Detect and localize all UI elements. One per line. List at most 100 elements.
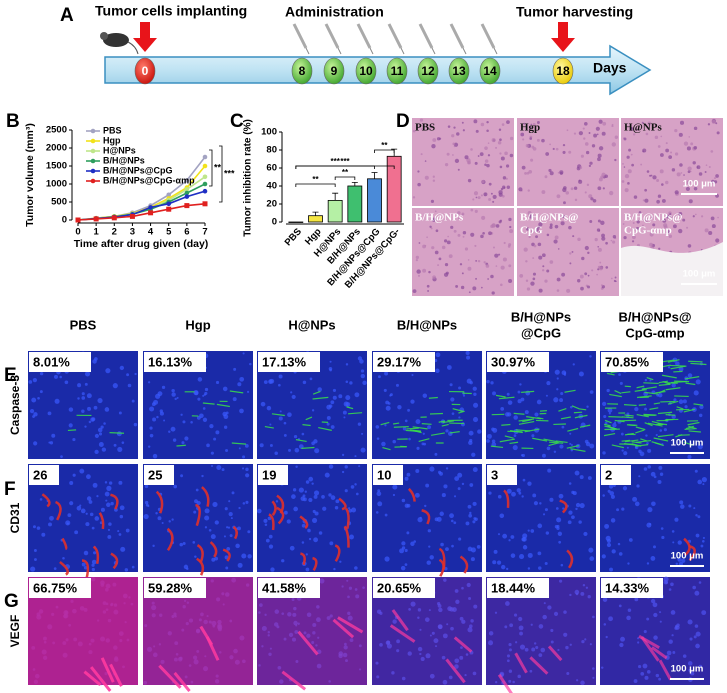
nucleus [622, 486, 628, 491]
caspase-signal [216, 403, 230, 408]
nucleus [437, 602, 441, 606]
histology-texture [584, 245, 589, 251]
histology-texture [581, 256, 585, 261]
histology-texture [560, 221, 565, 226]
caspase-signal [683, 408, 696, 413]
nucleus [692, 585, 696, 590]
nucleus [513, 415, 518, 420]
nucleus [199, 413, 204, 419]
histology-texture [711, 179, 715, 184]
histology-texture [601, 285, 605, 289]
nucleus [527, 567, 531, 570]
nucleus [554, 369, 560, 375]
histology-texture [587, 274, 590, 277]
nucleus [587, 476, 592, 480]
histology-texture [534, 227, 539, 232]
nucleus [461, 619, 466, 624]
histology-texture [595, 126, 600, 131]
vessel-signal [41, 493, 51, 508]
caspase-signal [302, 424, 311, 427]
nucleus [620, 636, 625, 642]
nucleus [550, 628, 554, 632]
nucleus [627, 608, 632, 612]
nucleus [653, 545, 656, 549]
nucleus [601, 666, 604, 669]
histology-texture [579, 274, 584, 279]
timeline-label: Tumor harvesting [516, 4, 633, 20]
nucleus [321, 494, 325, 499]
nucleus [467, 504, 472, 509]
nucleus [408, 608, 411, 611]
histology-texture [662, 218, 667, 223]
nucleus [451, 412, 455, 415]
value-label: 66.75% [33, 580, 78, 595]
nucleus [74, 530, 79, 535]
nucleus [507, 400, 513, 405]
histology-texture [452, 142, 456, 146]
day-marker [134, 57, 156, 85]
nucleus [407, 408, 410, 412]
y-tick-label: 20 [266, 199, 277, 210]
histology-label: CpG-αmp [624, 225, 672, 237]
caspase-signal [653, 402, 661, 405]
nucleus [634, 446, 638, 449]
day-label: 14 [483, 64, 497, 78]
nucleus [416, 446, 420, 450]
nucleus [542, 453, 546, 458]
nucleus [295, 660, 299, 663]
error-bar [312, 211, 319, 216]
nucleus [441, 493, 446, 498]
point [75, 217, 81, 223]
histology-texture [500, 187, 504, 191]
nucleus [499, 513, 505, 519]
nucleus [608, 616, 613, 622]
nucleus [281, 559, 285, 563]
histology-texture [588, 194, 593, 199]
histology-texture [475, 129, 479, 133]
nucleus [64, 380, 69, 385]
histology-texture [467, 266, 472, 271]
nucleus [161, 385, 166, 390]
caspase-signal [305, 416, 313, 421]
caspase-signal [635, 444, 649, 447]
histology-texture [714, 180, 718, 184]
nucleus [330, 425, 335, 429]
histology-texture [682, 218, 686, 222]
nucleus [261, 645, 264, 648]
histology-texture [642, 224, 644, 227]
nucleus [212, 501, 218, 508]
caspase-signal [421, 423, 432, 425]
histology-texture [486, 129, 489, 133]
nucleus [640, 671, 645, 676]
histology-texture [708, 165, 711, 168]
nucleus [88, 500, 93, 504]
nucleus [454, 664, 459, 669]
caspase-signal [623, 404, 637, 407]
caspase-signal [430, 432, 445, 436]
nucleus [357, 356, 363, 361]
day-label: 12 [421, 64, 435, 78]
histology-texture [556, 289, 560, 292]
nucleus [91, 567, 95, 572]
caspase-signal [441, 423, 449, 427]
histology-texture [530, 281, 535, 286]
nucleus [674, 625, 678, 628]
histology-texture [432, 138, 437, 142]
nucleus [84, 382, 88, 386]
histology-texture [578, 179, 581, 182]
nucleus [107, 535, 112, 539]
histology-texture [586, 183, 590, 187]
caspase-signal [231, 442, 247, 445]
histology-texture [464, 155, 469, 160]
nucleus [580, 591, 585, 596]
y-tick-label: 1500 [46, 161, 67, 172]
nucleus [28, 380, 33, 384]
histology-texture [583, 137, 586, 140]
nucleus [328, 493, 332, 497]
nucleus [305, 553, 308, 556]
nucleus [448, 431, 453, 436]
histology-texture [602, 121, 607, 126]
histology-texture [553, 239, 558, 244]
nucleus [680, 504, 685, 509]
nucleus [273, 622, 279, 627]
